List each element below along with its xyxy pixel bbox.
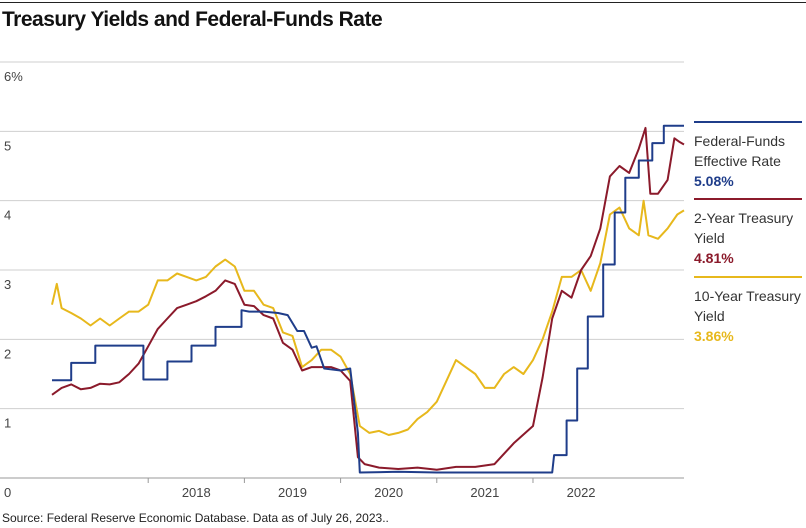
source-note: Source: Federal Reserve Economic Databas… xyxy=(2,511,389,525)
legend-item-10yr: 10-Year Treasury Yield 3.86% xyxy=(694,276,802,346)
legend-item-2yr: 2-Year Treasury Yield 4.81% xyxy=(694,198,802,268)
y-tick-label: 2 xyxy=(4,346,11,361)
y-tick-label: 3 xyxy=(4,277,11,292)
y-tick-label: 1 xyxy=(4,416,11,431)
x-axis: 2018 2019 2020 2021 2022 xyxy=(147,478,596,500)
x-tick-label: 2018 xyxy=(182,485,211,500)
legend-label-2yr: 2-Year Treasury Yield xyxy=(694,210,794,246)
legend-value-fed-funds: 5.08% xyxy=(694,173,734,189)
x-tick-label: 2022 xyxy=(567,485,596,500)
x-tick-label: 2020 xyxy=(374,485,403,500)
y-tick-label: 4 xyxy=(4,208,11,223)
legend-value-10yr: 3.86% xyxy=(694,328,734,344)
chart-title: Treasury Yields and Federal-Funds Rate xyxy=(2,8,383,31)
top-rule xyxy=(0,2,806,3)
y-tick-label: 5 xyxy=(4,138,11,153)
two-year-line xyxy=(51,126,685,471)
grid-lines xyxy=(0,61,684,479)
legend-rule-10yr xyxy=(694,276,802,278)
legend-value-2yr: 4.81% xyxy=(694,250,734,266)
legend-rule-fed-funds xyxy=(694,121,802,123)
series-lines xyxy=(51,124,685,474)
legend-label-fed-funds: Federal-Funds Effective Rate xyxy=(694,133,786,169)
y-tick-label: 0 xyxy=(4,485,11,500)
legend-rule-2yr xyxy=(694,198,802,200)
legend-item-fed-funds: Federal-Funds Effective Rate 5.08% xyxy=(694,121,802,191)
fed-funds-line xyxy=(52,124,684,474)
y-axis: 6% 5 4 3 2 1 0 xyxy=(4,69,23,500)
legend-label-10yr: 10-Year Treasury Yield xyxy=(694,288,801,324)
y-tick-label: 6% xyxy=(4,69,23,84)
x-tick-label: 2021 xyxy=(470,485,499,500)
x-tick-label: 2019 xyxy=(278,485,307,500)
ten-year-line xyxy=(51,199,685,436)
